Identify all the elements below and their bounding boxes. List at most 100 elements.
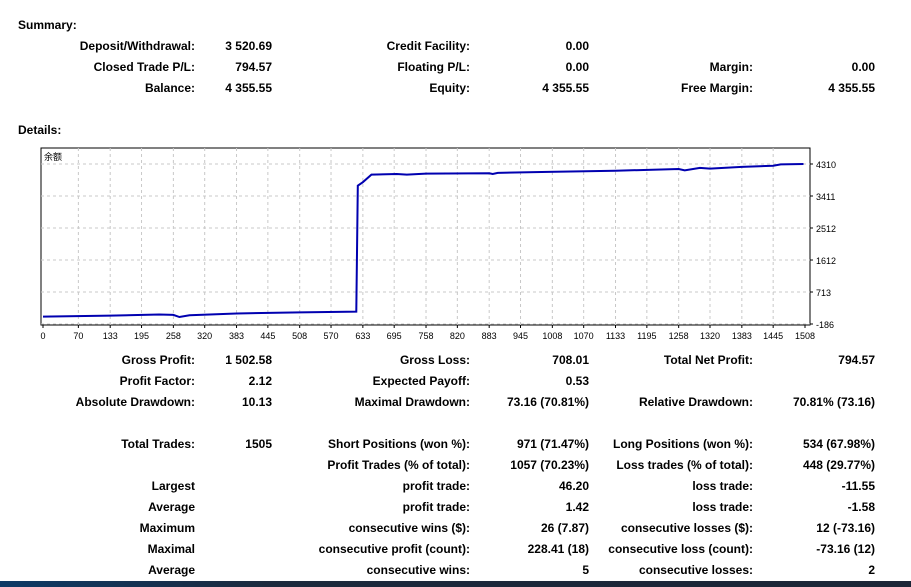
details-value: 1505 bbox=[245, 437, 272, 451]
summary-label: Balance: bbox=[144, 81, 195, 95]
x-tick-label: 258 bbox=[166, 331, 181, 341]
x-tick-label: 1195 bbox=[637, 331, 656, 341]
details-label: Gross Loss: bbox=[399, 353, 470, 367]
x-tick-label: 133 bbox=[103, 331, 118, 341]
x-tick-label: 0 bbox=[40, 331, 45, 341]
x-tick-label: 445 bbox=[260, 331, 275, 341]
details-value: 448 (29.77%) bbox=[802, 458, 875, 472]
balance-line bbox=[42, 163, 804, 319]
summary-label: Closed Trade P/L: bbox=[93, 60, 195, 74]
x-tick-label: 820 bbox=[450, 331, 465, 341]
details-label: Total Net Profit: bbox=[663, 353, 753, 367]
summary-value: 794.57 bbox=[235, 60, 272, 74]
x-tick-label: 70 bbox=[73, 331, 83, 341]
details-label: Maximal Drawdown: bbox=[354, 395, 470, 409]
x-tick-label: 1320 bbox=[700, 331, 720, 341]
plot-area bbox=[40, 147, 811, 326]
details-label: Loss trades (% of total): bbox=[616, 458, 753, 472]
details-label: Average bbox=[148, 563, 195, 577]
summary-label: Deposit/Withdrawal: bbox=[79, 39, 195, 53]
summary-label: Equity: bbox=[429, 81, 470, 95]
details-label: Maximal bbox=[147, 542, 195, 556]
details-label: Largest bbox=[151, 479, 195, 493]
details-label: Long Positions (won %): bbox=[613, 437, 753, 451]
x-tick-label: 945 bbox=[513, 331, 528, 341]
details-label: loss trade: bbox=[692, 500, 753, 514]
summary-label: Credit Facility: bbox=[386, 39, 470, 53]
summary-label: Margin: bbox=[709, 60, 753, 74]
details-value: 971 (71.47%) bbox=[516, 437, 589, 451]
y-tick-label: 713 bbox=[816, 288, 831, 298]
summary-value: 0.00 bbox=[851, 60, 875, 74]
x-tick-label: 195 bbox=[134, 331, 149, 341]
details-label: profit trade: bbox=[402, 500, 470, 514]
details-label: consecutive loss (count): bbox=[608, 542, 753, 556]
x-tick-label: 1383 bbox=[732, 331, 752, 341]
x-tick-label: 1508 bbox=[795, 331, 815, 341]
details-value: 10.13 bbox=[241, 395, 272, 409]
x-tick-label: 383 bbox=[229, 331, 244, 341]
x-tick-label: 1070 bbox=[574, 331, 594, 341]
details-value: -1.58 bbox=[847, 500, 875, 514]
details-label: Short Positions (won %): bbox=[328, 437, 470, 451]
details-value: 708.01 bbox=[552, 353, 589, 367]
details-value: 26 (7.87) bbox=[540, 521, 589, 535]
x-tick-label: 695 bbox=[387, 331, 402, 341]
y-tick-label: 3411 bbox=[816, 192, 835, 202]
details-value: 1.42 bbox=[565, 500, 589, 514]
details-value: -73.16 (12) bbox=[816, 542, 875, 556]
details-label: profit trade: bbox=[402, 479, 470, 493]
details-label: loss trade: bbox=[692, 479, 753, 493]
x-tick-label: 758 bbox=[419, 331, 434, 341]
x-tick-label: 1008 bbox=[542, 331, 562, 341]
taskbar bbox=[0, 581, 911, 587]
details-value: 12 (-73.16) bbox=[816, 521, 875, 535]
details-label: consecutive wins: bbox=[366, 563, 470, 577]
details-label: Average bbox=[148, 500, 195, 514]
summary-label: Floating P/L: bbox=[397, 60, 470, 74]
y-tick-label: 1612 bbox=[816, 256, 836, 266]
summary-value: 4 355.55 bbox=[828, 81, 875, 95]
details-value: 46.20 bbox=[558, 479, 589, 493]
x-tick-label: 1445 bbox=[763, 331, 783, 341]
details-value: 794.57 bbox=[838, 353, 875, 367]
summary-value: 4 355.55 bbox=[542, 81, 589, 95]
summary-value: 0.00 bbox=[565, 39, 589, 53]
x-tick-label: 1258 bbox=[669, 331, 689, 341]
x-tick-label: 633 bbox=[355, 331, 370, 341]
summary-label: Free Margin: bbox=[680, 81, 753, 95]
y-tick-label: 4310 bbox=[816, 160, 836, 170]
details-value: 1057 (70.23%) bbox=[510, 458, 589, 472]
y-tick-label: -186 bbox=[816, 320, 834, 330]
balance-chart: 0 70 133 195 258 320 383 445 508 570 633 695 758 820 8… bbox=[40, 147, 836, 341]
details-value: 1 502.58 bbox=[225, 353, 272, 367]
details-label: Maximum bbox=[139, 521, 195, 535]
details-value: 70.81% (73.16) bbox=[792, 395, 875, 409]
details-label: Profit Factor: bbox=[119, 374, 195, 388]
details-value: 228.41 (18) bbox=[527, 542, 589, 556]
x-tick-label: 320 bbox=[197, 331, 212, 341]
summary-title: Summary: bbox=[18, 18, 77, 32]
details-label: Profit Trades (% of total): bbox=[327, 458, 470, 472]
details-value: 2 bbox=[868, 563, 875, 577]
details-label: Gross Profit: bbox=[121, 353, 195, 367]
details-title: Details: bbox=[18, 123, 62, 137]
details-value: 534 (67.98%) bbox=[802, 437, 875, 451]
details-label: consecutive wins ($): bbox=[348, 521, 470, 535]
details-value: 2.12 bbox=[248, 374, 272, 388]
summary-value: 3 520.69 bbox=[225, 39, 272, 53]
x-tick-label: 508 bbox=[292, 331, 307, 341]
details-label: consecutive losses ($): bbox=[620, 521, 753, 535]
details-label: Total Trades: bbox=[121, 437, 195, 451]
details-label: Expected Payoff: bbox=[372, 374, 470, 388]
details-value: 5 bbox=[582, 563, 589, 577]
details-label: consecutive profit (count): bbox=[318, 542, 470, 556]
x-tick-label: 570 bbox=[324, 331, 339, 341]
y-tick-label: 2512 bbox=[816, 224, 836, 234]
details-label: consecutive losses: bbox=[638, 563, 753, 577]
details-label: Relative Drawdown: bbox=[638, 395, 753, 409]
details-value: 0.53 bbox=[565, 374, 589, 388]
details-label: Absolute Drawdown: bbox=[75, 395, 195, 409]
details-value: 73.16 (70.81%) bbox=[506, 395, 589, 409]
x-tick-label: 883 bbox=[482, 331, 497, 341]
